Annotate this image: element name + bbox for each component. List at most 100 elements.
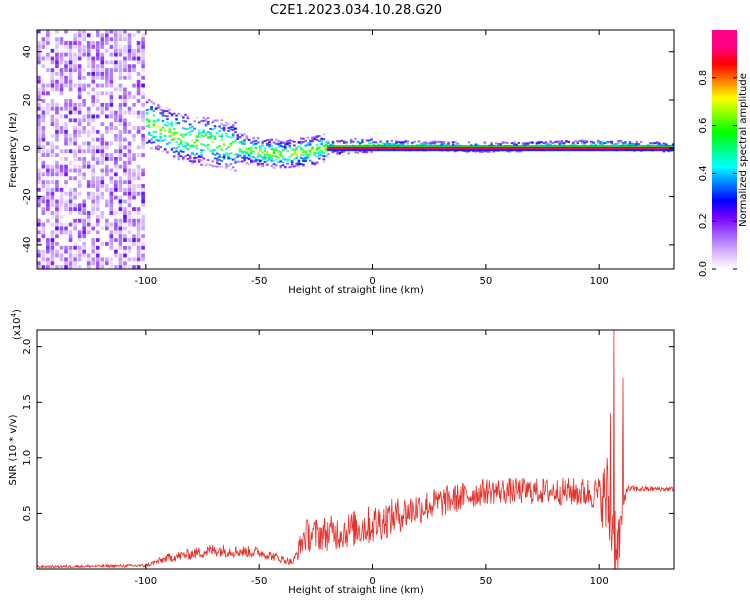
heatmap-cell: [123, 33, 127, 38]
heatmap-cell: [358, 142, 362, 145]
heatmap-cell: [64, 126, 68, 130]
heatmap-cell: [519, 150, 523, 153]
heatmap-cell: [290, 140, 294, 143]
heatmap-cell: [581, 142, 584, 145]
heatmap-cell: [218, 163, 221, 166]
spectrogram-x-ticks: -100 -50 0 50 100: [134, 30, 609, 287]
heatmap-cell: [118, 30, 123, 34]
heatmap-cell: [218, 125, 221, 128]
heatmap-cell: [73, 191, 77, 196]
heatmap-cell: [231, 124, 235, 127]
heatmap-cell: [216, 146, 219, 149]
heatmap-cell: [621, 143, 625, 146]
heatmap-cell: [105, 114, 109, 119]
heatmap-cell: [95, 187, 100, 192]
heatmap-cell: [123, 30, 127, 34]
heatmap-cell: [132, 83, 136, 88]
heatmap-cell: [55, 44, 59, 49]
heatmap-cell: [55, 168, 59, 173]
heatmap-cell: [50, 145, 55, 150]
heatmap-cell: [211, 165, 215, 168]
heatmap-cell: [82, 48, 86, 53]
heatmap-cell: [152, 102, 156, 105]
heatmap-cell: [46, 199, 50, 204]
heatmap-cell: [37, 30, 41, 34]
heatmap-cell: [41, 145, 46, 150]
heatmap-cell: [127, 141, 132, 146]
heatmap-cell: [397, 141, 400, 143]
heatmap-cell: [132, 218, 136, 223]
heatmap-cell: [132, 207, 136, 212]
heatmap-cell: [188, 160, 192, 163]
heatmap-cell: [440, 143, 444, 146]
heatmap-cell: [91, 75, 96, 80]
heatmap-cell: [227, 157, 230, 160]
heatmap-cell: [109, 110, 114, 115]
heatmap-cell: [177, 158, 181, 161]
heatmap-cell: [50, 168, 55, 173]
heatmap-cell: [55, 122, 59, 127]
heatmap-cell: [50, 265, 55, 269]
heatmap-cell: [397, 143, 400, 146]
heatmap-cell: [311, 162, 314, 165]
heatmap-cell: [433, 140, 437, 143]
heatmap-cell: [132, 176, 136, 181]
heatmap-cell: [322, 133, 326, 136]
heatmap-cell: [123, 110, 127, 115]
heatmap-cell: [46, 238, 50, 242]
heatmap-cell: [100, 137, 105, 142]
heatmap-cell: [173, 151, 176, 154]
heatmap-cell: [141, 184, 145, 188]
heatmap-cell: [118, 153, 123, 157]
heatmap-cell: [277, 142, 280, 145]
heatmap-cell: [118, 48, 123, 53]
heatmap-cell: [268, 156, 271, 159]
heatmap-cell: [424, 141, 428, 144]
heatmap-cell: [302, 163, 305, 166]
heatmap-cell: [68, 72, 73, 76]
heatmap-cell: [200, 155, 203, 158]
heatmap-cell: [225, 132, 228, 135]
heatmap-cell: [304, 160, 307, 162]
heatmap-cell: [150, 138, 153, 141]
heatmap-cell: [234, 169, 237, 172]
heatmap-cell: [82, 102, 86, 107]
heatmap-cell: [254, 157, 258, 160]
heatmap-cell: [37, 141, 41, 146]
heatmap-cell: [82, 87, 86, 92]
heatmap-cell: [216, 132, 219, 134]
heatmap-cell: [297, 141, 301, 144]
heatmap-cell: [50, 180, 55, 185]
heatmap-cell: [123, 245, 127, 250]
heatmap-cell: [141, 56, 145, 61]
heatmap-cell: [193, 153, 196, 156]
heatmap-cell: [86, 195, 91, 200]
heatmap-cell: [324, 144, 328, 147]
heatmap-cell: [105, 79, 109, 84]
heatmap-cell: [200, 163, 203, 166]
heatmap-cell: [46, 203, 50, 208]
heatmap-cell: [86, 72, 91, 76]
heatmap-cell: [73, 265, 77, 269]
heatmap-cell: [141, 168, 145, 173]
heatmap-cell: [166, 151, 169, 154]
heatmap-cell: [114, 265, 118, 269]
heatmap-cell: [50, 214, 55, 219]
heatmap-cell: [574, 144, 577, 147]
heatmap-cell: [55, 265, 59, 269]
heatmap-cell: [50, 56, 55, 61]
heatmap-cell: [55, 180, 59, 185]
heatmap-cell: [236, 155, 239, 158]
heatmap-cell: [109, 30, 114, 34]
heatmap-cell: [105, 91, 109, 96]
heatmap-cell: [46, 195, 50, 200]
heatmap-cell: [37, 180, 41, 185]
heatmap-cell: [202, 128, 205, 131]
heatmap-cell: [100, 184, 105, 188]
heatmap-cell: [91, 180, 96, 185]
heatmap-cell: [225, 163, 228, 166]
heatmap-cell: [109, 257, 114, 262]
heatmap-cell: [55, 52, 59, 57]
heatmap-cell: [50, 241, 55, 246]
heatmap-cell: [127, 160, 132, 165]
